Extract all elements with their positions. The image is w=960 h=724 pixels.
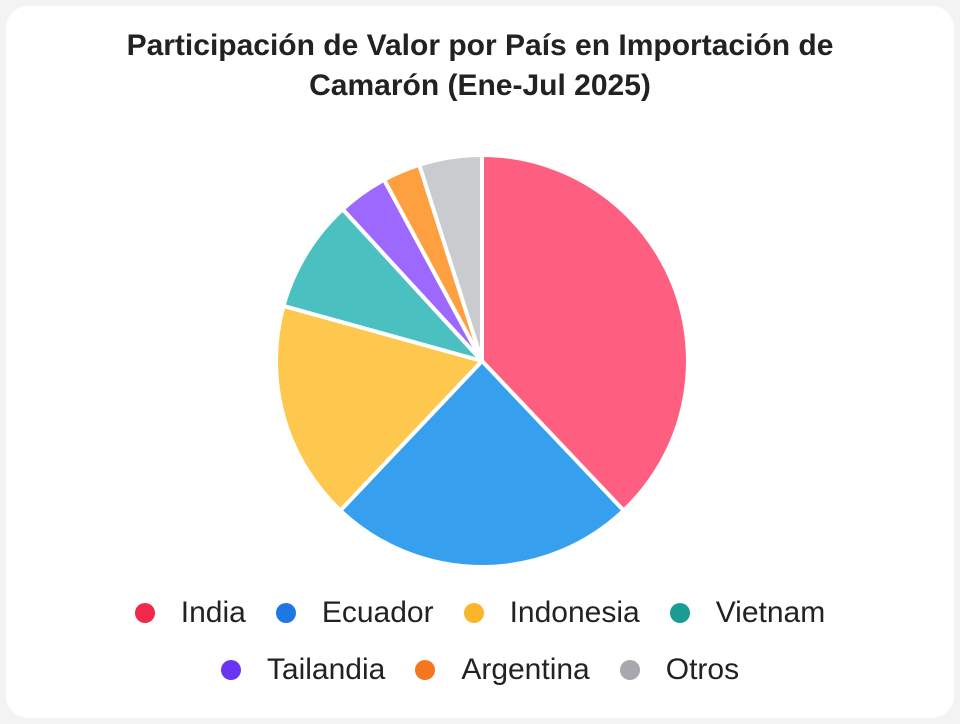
legend-swatch [463, 603, 484, 623]
legend-swatch [275, 603, 296, 623]
pie-slice-ecuador[interactable] [338, 359, 626, 569]
legend-swatch [669, 603, 690, 623]
legend-swatch [619, 660, 640, 680]
pie-slice-vietnam[interactable] [281, 207, 484, 363]
legend-item-vietnam[interactable]: Vietnam [669, 596, 826, 630]
legend-item-argentina[interactable]: Argentina [415, 653, 590, 687]
legend-item-otros[interactable]: Otros [619, 653, 740, 687]
legend-label: Ecuador [321, 596, 434, 629]
pie-slice-india[interactable] [480, 153, 690, 513]
legend-row-2: Tailandia Argentina Otros [0, 650, 960, 690]
legend-item-ecuador[interactable]: Ecuador [275, 596, 434, 630]
legend-item-tailandia[interactable]: Tailandia [220, 653, 386, 687]
legend-swatch [415, 660, 436, 680]
legend-row-1: India Ecuador Indonesia Vietnam [0, 593, 960, 633]
legend-label: Vietnam [715, 596, 826, 629]
legend-item-india[interactable]: India [134, 596, 246, 630]
legend-label: Argentina [461, 653, 590, 686]
legend-label: India [180, 596, 246, 629]
legend-swatch [220, 660, 241, 680]
chart-title-line-1: Participación de Valor por País en Impor… [126, 29, 834, 62]
pie-slice-indonesia[interactable] [274, 303, 484, 513]
pie-slice-otros[interactable] [417, 153, 484, 363]
legend-label: Tailandia [266, 653, 386, 686]
legend-label: Otros [665, 653, 740, 686]
chart-title-line-2: Camarón (Ene-Jul 2025) [309, 69, 651, 102]
chart-title: Participación de Valor por País en Impor… [0, 26, 960, 106]
legend-item-indonesia[interactable]: Indonesia [463, 596, 640, 630]
legend-label: Indonesia [509, 596, 640, 629]
legend-swatch [134, 603, 155, 623]
